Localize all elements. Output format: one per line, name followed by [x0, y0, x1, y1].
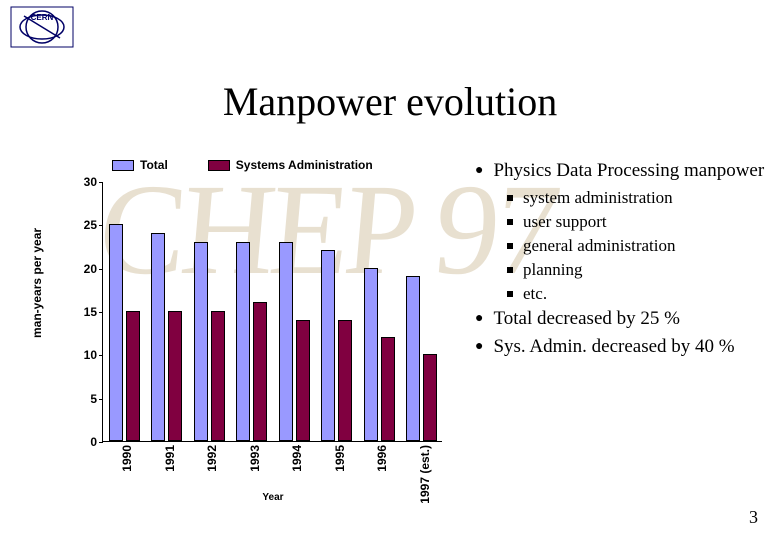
bar [338, 320, 352, 441]
bar [406, 276, 420, 441]
square-bullet-icon [507, 291, 513, 297]
x-tick-label: 1995 [333, 441, 347, 472]
bullet-level2: planning [507, 260, 770, 280]
bar [279, 242, 293, 441]
page-title: Manpower evolution [0, 78, 780, 125]
bar [168, 311, 182, 441]
bar [109, 224, 123, 441]
bullet-text: Total decreased by 25 % [493, 308, 679, 330]
chart-legend: Total Systems Administration [112, 158, 373, 172]
bullet-level1: ● Physics Data Processing manpower [475, 160, 770, 182]
legend-swatch [208, 160, 230, 171]
sub-bullet-list: system administration user support general… [507, 188, 770, 304]
bullet-level2: etc. [507, 284, 770, 304]
bar [381, 337, 395, 441]
bullet-list: ● Physics Data Processing manpower system … [475, 160, 770, 364]
x-tick-label: 1992 [205, 441, 219, 472]
x-tick-label: 1990 [120, 441, 134, 472]
bullet-text: Sys. Admin. decreased by 40 % [493, 336, 734, 358]
legend-label: Systems Administration [236, 158, 373, 172]
legend-item: Systems Administration [208, 158, 373, 172]
legend-swatch [112, 160, 134, 171]
bullet-level2: system administration [507, 188, 770, 208]
bar [253, 302, 267, 441]
bullet-level1: ● Sys. Admin. decreased by 40 % [475, 336, 770, 358]
bullet-text: system administration [523, 188, 673, 208]
bar [423, 354, 437, 441]
bullet-text: user support [523, 212, 607, 232]
bullet-dot-icon: ● [475, 336, 483, 358]
bar-group [406, 276, 437, 441]
legend-label: Total [140, 158, 168, 172]
bar-group [194, 242, 225, 441]
bar-group [279, 242, 310, 441]
bullet-level1: ● Total decreased by 25 % [475, 308, 770, 330]
bar [194, 242, 208, 441]
square-bullet-icon [507, 219, 513, 225]
bullet-text: Physics Data Processing manpower [493, 160, 764, 182]
bar [296, 320, 310, 441]
bar [151, 233, 165, 441]
bullet-dot-icon: ● [475, 308, 483, 330]
bullet-level2: user support [507, 212, 770, 232]
bar-group [109, 224, 140, 441]
bar [126, 311, 140, 441]
bullet-text: etc. [523, 284, 547, 304]
bar [211, 311, 225, 441]
x-tick-label: 1996 [375, 441, 389, 472]
bar-group [364, 268, 395, 441]
bullet-text: planning [523, 260, 583, 280]
x-tick-label: 1993 [248, 441, 262, 472]
square-bullet-icon [507, 195, 513, 201]
cern-logo: CERN [10, 6, 74, 59]
manpower-chart: TotalSystems Administration man-years pe… [42, 158, 452, 503]
square-bullet-icon [507, 267, 513, 273]
bar-group [151, 233, 182, 441]
bullet-level2: general administration [507, 236, 770, 256]
page-number: 3 [749, 507, 758, 528]
square-bullet-icon [507, 243, 513, 249]
svg-text:CERN: CERN [31, 13, 54, 22]
bar [364, 268, 378, 441]
x-tick-label: 1991 [163, 441, 177, 472]
bar-group [321, 250, 352, 441]
y-axis-label: man-years per year [30, 228, 44, 338]
bullet-text: general administration [523, 236, 675, 256]
bar [321, 250, 335, 441]
bar [236, 242, 250, 441]
x-tick-label: 1997 (est.) [418, 441, 432, 504]
chart-plot-area: Year 05101520253019901991199219931994199… [102, 182, 442, 442]
bullet-dot-icon: ● [475, 160, 483, 182]
x-tick-label: 1994 [290, 441, 304, 472]
legend-item: Total [112, 158, 168, 172]
x-axis-label: Year [103, 492, 443, 503]
bar-group [236, 242, 267, 441]
